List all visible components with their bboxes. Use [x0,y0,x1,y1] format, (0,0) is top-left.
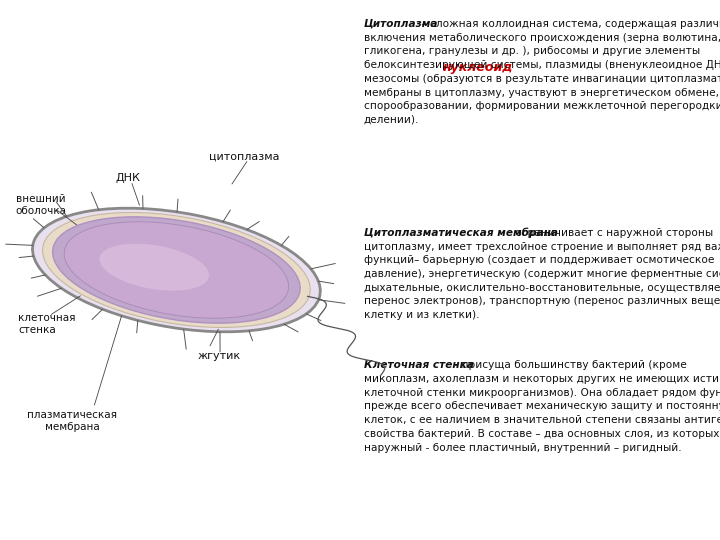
Text: мембраны в цитоплазму, участвуют в энергетическом обмене,: мембраны в цитоплазму, участвуют в энерг… [364,87,719,98]
Text: включения метаболического происхождения (зерна волютина,: включения метаболического происхождения … [364,32,720,43]
Text: Цитоплазма: Цитоплазма [364,19,438,29]
Text: ДНК: ДНК [115,173,140,183]
Text: гликогена, гранулезы и др. ), рибосомы и другие элементы: гликогена, гранулезы и др. ), рибосомы и… [364,46,700,56]
Text: давление), энергетическую (содержит многие ферментные системы–: давление), энергетическую (содержит мног… [364,269,720,279]
Text: наружный - более пластичный, внутренний – ригидный.: наружный - более пластичный, внутренний … [364,442,681,453]
Ellipse shape [32,208,320,332]
Text: нуклеоид: нуклеоид [443,61,513,74]
Text: клеточная
стенка: клеточная стенка [18,313,76,335]
Text: Клеточная стенка: Клеточная стенка [364,360,474,370]
Text: белоксинтезирующей системы, плазмиды (вненуклеоидное ДНК),: белоксинтезирующей системы, плазмиды (вн… [364,60,720,70]
Ellipse shape [42,213,310,327]
Ellipse shape [64,222,289,318]
Text: делении).: делении). [364,115,419,125]
Text: клетку и из клетки).: клетку и из клетки). [364,310,479,320]
Text: плазматическая
мембрана: плазматическая мембрана [27,410,117,432]
Text: Цитоплазматическая мембрана: Цитоплазматическая мембрана [364,228,557,238]
Text: функций– барьерную (создает и поддерживает осмотическое: функций– барьерную (создает и поддержива… [364,255,714,265]
Ellipse shape [53,217,300,323]
Text: спорообразовании, формировании межклеточной перегородки при: спорообразовании, формировании межклеточ… [364,101,720,111]
Text: прежде всего обеспечивает механическую защиту и постоянную форму: прежде всего обеспечивает механическую з… [364,401,720,411]
Text: цитоплазму, имеет трехслойное строение и выполняет ряд важнейших: цитоплазму, имеет трехслойное строение и… [364,241,720,252]
Text: клеточной стенки микроорганизмов). Она обладает рядом функций,: клеточной стенки микроорганизмов). Она о… [364,388,720,397]
Text: перенос электронов), транспортную (перенос различных веществ в: перенос электронов), транспортную (перен… [364,296,720,307]
Text: дыхательные, окислительно-восстановительные, осуществляет: дыхательные, окислительно-восстановитель… [364,283,720,293]
Text: мезосомы (образуются в результате инвагинации цитоплазматической: мезосомы (образуются в результате инваги… [364,74,720,84]
Text: цитоплазма: цитоплазма [209,152,279,161]
Text: жгутик: жгутик [198,352,241,361]
Text: – сложная коллоидная система, содержащая различные: – сложная коллоидная система, содержащая… [418,19,720,29]
Text: ограничивает с наружной стороны: ограничивает с наружной стороны [512,228,713,238]
Text: клеток, с ее наличием в значительной степени связаны антигенные: клеток, с ее наличием в значительной сте… [364,415,720,425]
Ellipse shape [99,244,209,291]
Text: - присуща большинству бактерий (кроме: - присуща большинству бактерий (кроме [451,360,687,370]
Text: свойства бактерий. В составе – два основных слоя, из которых: свойства бактерий. В составе – два основ… [364,429,719,439]
Text: микоплазм, ахолеплазм и некоторых других не имеющих истинной: микоплазм, ахолеплазм и некоторых других… [364,374,720,384]
Text: внешний
оболочка: внешний оболочка [16,194,67,216]
